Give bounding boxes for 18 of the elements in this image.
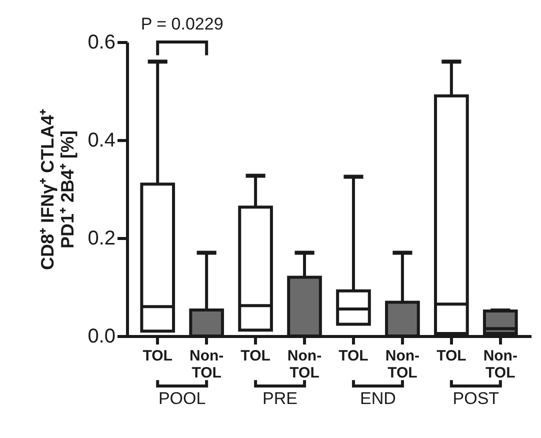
text: POST xyxy=(452,389,500,408)
text: P = 0.0229 xyxy=(140,14,224,34)
y-axis-title: CD8⁺ IFNγ⁺ CTLA4⁺ PD1⁺ 2B4⁺ [%] xyxy=(38,108,78,270)
x-tick-label: TOL xyxy=(338,348,368,364)
x-tick-label: TOL xyxy=(142,348,172,364)
x-tick-label: TOL xyxy=(436,348,466,364)
y-tick-label: 0.4 xyxy=(88,130,116,152)
text: POOL xyxy=(158,389,206,408)
y-tick-label: 0.2 xyxy=(88,228,116,250)
y-tick-label: 0.0 xyxy=(88,326,116,348)
text: PRE xyxy=(262,389,298,408)
x-tick-label: Non-TOL xyxy=(190,348,224,382)
y-tick-label: 0.6 xyxy=(88,32,116,54)
text: END xyxy=(360,389,396,408)
x-tick-label: Non-TOL xyxy=(287,348,322,382)
x-tick-label: Non-TOL xyxy=(385,348,420,382)
x-tick-label: Non-TOL xyxy=(483,348,518,382)
x-tick-label: TOL xyxy=(240,348,270,364)
